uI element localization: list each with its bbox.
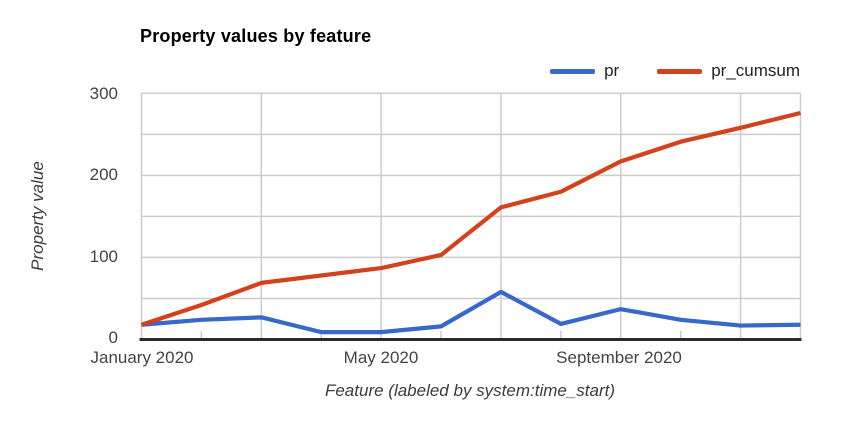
y-tick-300: 300: [89, 84, 118, 103]
y-tick-200: 200: [89, 165, 118, 184]
x-tick-january-2020: January 2020: [90, 348, 194, 367]
series-line-pr_cumsum[interactable]: [140, 110, 802, 327]
legend: pr pr_cumsum: [550, 61, 800, 81]
x-axis-title: Feature (labeled by system:time_start): [324, 381, 616, 400]
legend-item-pr-cumsum: pr_cumsum: [657, 61, 800, 81]
legend-swatch-pr-icon: [550, 68, 596, 74]
series-line-pr[interactable]: [141, 289, 801, 335]
y-tick-0: 0: [108, 328, 118, 347]
y-tick-100: 100: [89, 247, 118, 266]
legend-item-pr: pr: [550, 61, 619, 81]
x-tick-may-2020: May 2020: [343, 348, 419, 367]
legend-label-pr: pr: [604, 61, 620, 80]
legend-swatch-pr-cumsum-icon: [657, 68, 703, 74]
x-tick-september-2020: September 2020: [556, 348, 682, 367]
legend-label-pr-cumsum: pr_cumsum: [711, 61, 800, 80]
chart-title: Property values by feature: [140, 26, 372, 46]
